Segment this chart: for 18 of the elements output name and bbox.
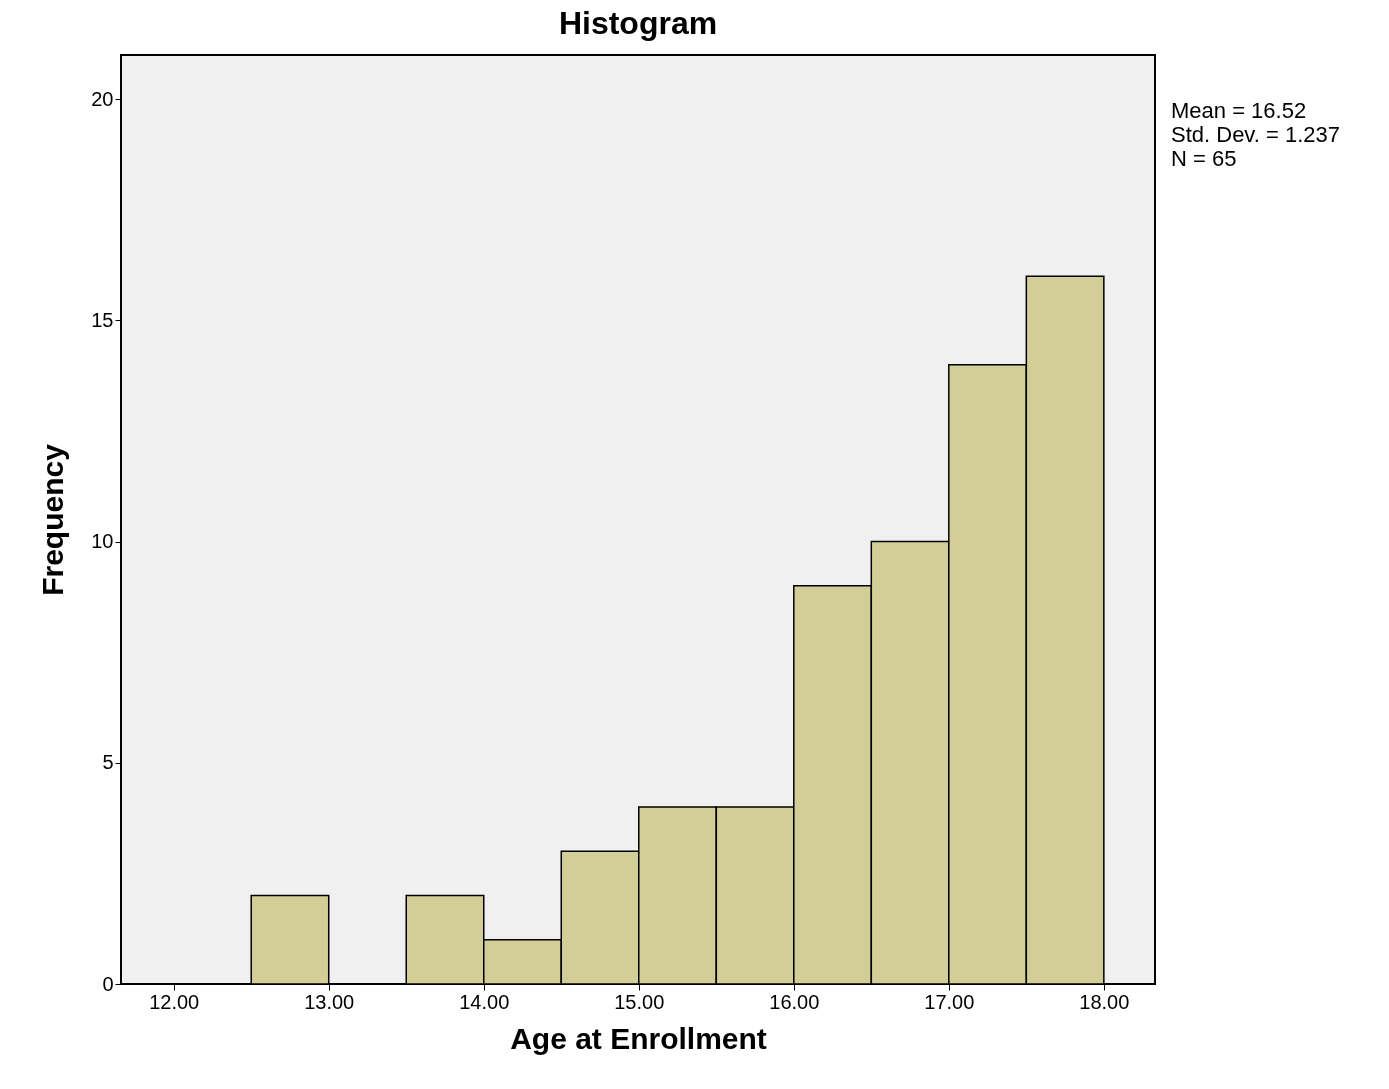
y-tick-label: 15 bbox=[91, 308, 114, 331]
y-tick-label: 20 bbox=[91, 87, 114, 110]
x-tick-label: 12.00 bbox=[149, 990, 200, 1013]
x-tick-label: 15.00 bbox=[614, 990, 665, 1013]
y-tick-label: 5 bbox=[102, 751, 114, 774]
chart-title: Histogram bbox=[558, 5, 718, 41]
text: Mean = 16.52 bbox=[1171, 98, 1307, 123]
x-tick-label: 14.00 bbox=[459, 990, 510, 1013]
x-tick-label: 13.00 bbox=[304, 990, 355, 1013]
y-axis-title: Frequency bbox=[36, 443, 70, 596]
x-axis-title: Age at Enrollment bbox=[510, 1021, 767, 1055]
text: Std. Dev. = 1.237 bbox=[1171, 122, 1340, 147]
x-tick-label: 16.00 bbox=[769, 990, 820, 1013]
x-tick-label: 17.00 bbox=[924, 990, 975, 1013]
y-tick-label: 0 bbox=[102, 972, 114, 995]
text: N = 65 bbox=[1171, 146, 1237, 171]
y-tick-label: 10 bbox=[91, 530, 114, 553]
x-tick-label: 18.00 bbox=[1079, 990, 1130, 1013]
